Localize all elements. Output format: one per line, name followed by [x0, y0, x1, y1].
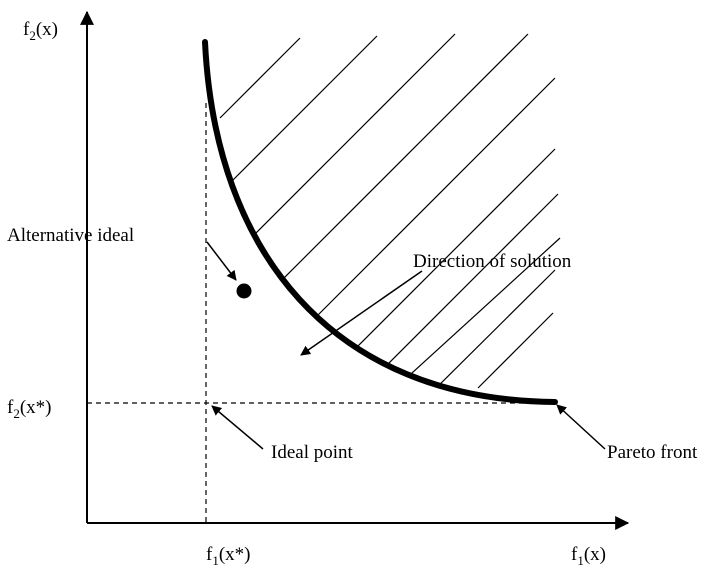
feasible-region-hatching — [219, 33, 561, 402]
pareto-front-curve — [202, 39, 558, 405]
pareto-front-arrow — [556, 404, 606, 450]
x-axis-label: f1(x) — [571, 544, 606, 568]
y-axis-label: f2(x) — [23, 19, 58, 43]
direction-of-solution-label: Direction of solution — [413, 251, 572, 272]
alternative-ideal-label: Alternative ideal — [7, 225, 134, 246]
alternative-ideal-arrow — [206, 241, 237, 281]
alternative-ideal-point — [236, 283, 252, 299]
pareto-front-label: Pareto front — [607, 442, 698, 463]
ideal-point-label: Ideal point — [271, 442, 354, 463]
f2-star-label: f2(x*) — [7, 397, 51, 421]
direction-of-solution-arrow — [300, 270, 423, 356]
f1-star-label: f1(x*) — [206, 544, 250, 568]
ideal-point-arrow — [211, 405, 264, 450]
